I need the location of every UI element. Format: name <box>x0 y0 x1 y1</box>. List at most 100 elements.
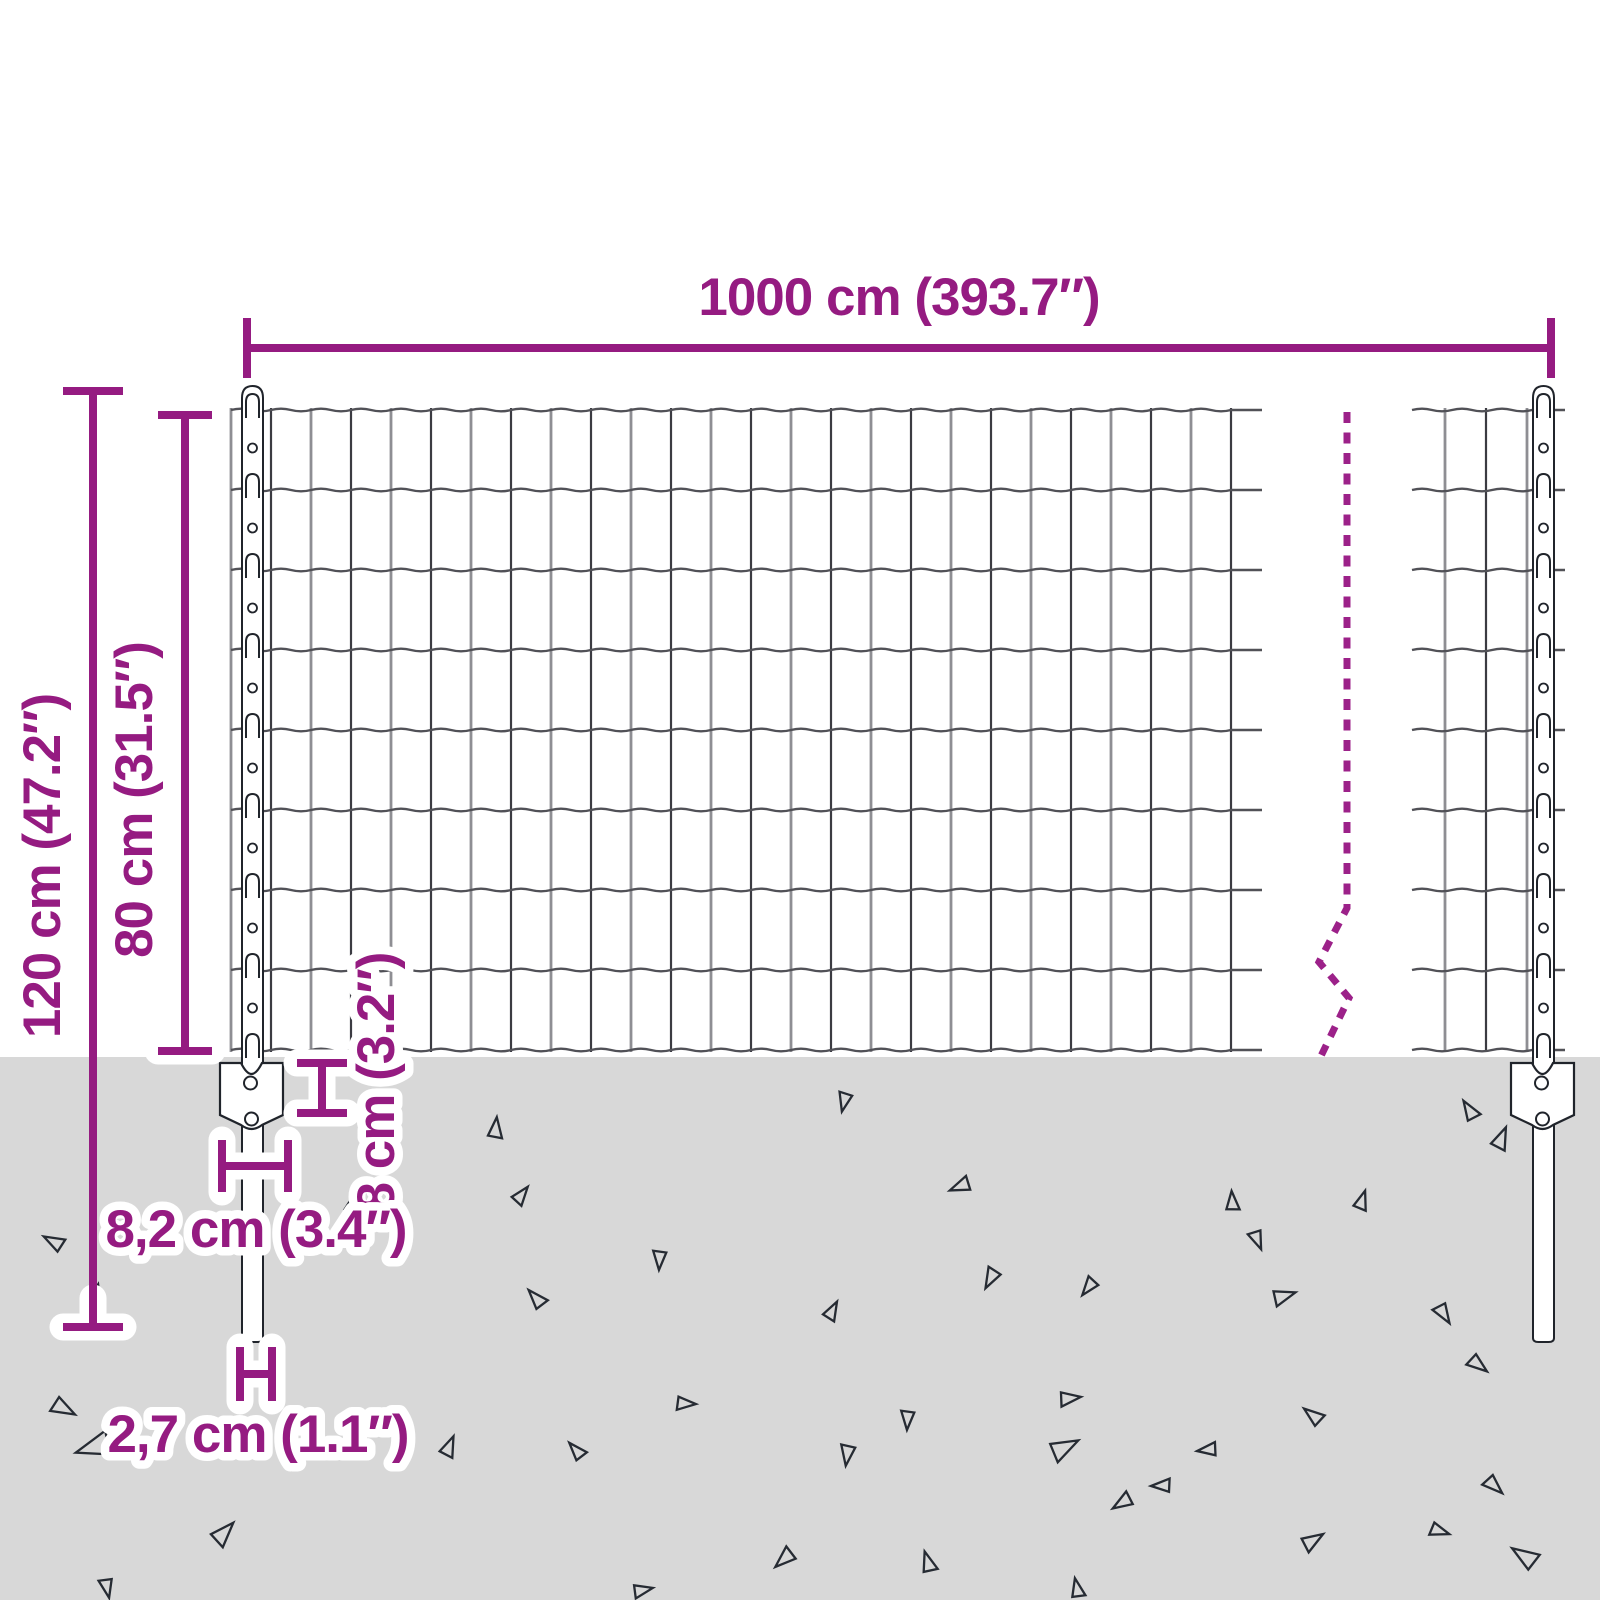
width-dimension-label: 1000 cm (393.7″) <box>698 268 1099 327</box>
anchor-plate-hole <box>1534 1075 1549 1091</box>
post-wire-hook <box>245 632 260 658</box>
mesh-horizontal-wire <box>230 807 1262 813</box>
anchor-depth-dimension-label: 8 cm (3.2″) <box>347 953 406 1212</box>
dimension-labels: 1000 cm (393.7″) 120 cm (47.2″) 80 cm (3… <box>13 268 1101 1473</box>
mesh-horizontal-wire <box>1411 567 1565 573</box>
post-hole <box>247 1002 258 1014</box>
fence-mesh-right-panel <box>1411 407 1565 1053</box>
anchor-plate-hole <box>244 1111 259 1127</box>
ground-texture-triangle <box>1147 1476 1171 1494</box>
ground-texture-triangle <box>290 1453 302 1472</box>
fence-mesh-main-panel <box>229 407 1262 1053</box>
anchor-width-dim-marker <box>218 1140 292 1192</box>
post-wire-hook <box>1536 552 1551 578</box>
ground-texture-triangle <box>1461 1097 1483 1123</box>
ground-texture-triangle <box>486 1113 504 1140</box>
ground-texture-triangle <box>1351 1187 1367 1213</box>
ground-texture-triangle <box>342 1193 356 1214</box>
ground-texture-triangle <box>1048 1438 1082 1465</box>
ground-texture-triangle <box>839 1442 857 1470</box>
dimension-markers <box>49 318 1555 1415</box>
post-wire-hook <box>1536 632 1551 658</box>
ground-texture-triangle <box>1301 1406 1327 1428</box>
ground-texture-triangle <box>946 1173 972 1192</box>
post-wire-hook <box>245 552 260 578</box>
width-dim-line <box>243 318 1555 378</box>
break-line-path <box>1314 412 1354 1058</box>
post-wire-hook <box>245 712 260 738</box>
ground-texture-triangle <box>675 1395 700 1412</box>
ground-texture-triangle <box>509 1184 530 1208</box>
post-hole <box>247 522 258 534</box>
ground-texture-triangle <box>1193 1440 1217 1457</box>
ground-texture-triangle <box>1427 1520 1453 1536</box>
anchor-plate-width-dimension-label: 8,2 cm (3.4″) <box>105 1200 406 1259</box>
mesh-horizontal-wire <box>230 887 1262 893</box>
ground-texture-triangle <box>1430 1301 1452 1327</box>
mesh-horizontal-wire <box>230 967 1262 973</box>
ground-texture-triangle <box>838 1090 854 1115</box>
ground-texture-triangle <box>1245 1228 1263 1253</box>
mesh-horizontal-wire <box>230 567 1262 573</box>
post-hole <box>247 762 258 774</box>
ground-texture-triangle <box>821 1298 839 1324</box>
post-wire-hook <box>245 792 260 818</box>
ground-texture-triangle <box>567 1440 590 1463</box>
mesh-horizontal-wire <box>230 647 1262 653</box>
ground-texture-triangle <box>1509 1546 1542 1572</box>
ground-texture-triangle <box>96 1577 114 1600</box>
post-wire-hook <box>245 952 260 978</box>
post-hole <box>1538 522 1549 534</box>
fence-post-right <box>1509 384 1576 1343</box>
post-anchor-plate <box>218 1061 285 1131</box>
post-wire-hook <box>1536 792 1551 818</box>
ground-texture-triangle <box>1299 1532 1327 1555</box>
mesh-horizontal-wire <box>1411 1047 1565 1053</box>
post-wire-hook <box>245 392 260 418</box>
total-height-dim-foot <box>63 1298 123 1331</box>
post-wire-hook <box>1536 392 1551 418</box>
mesh-horizontal-wire <box>1411 647 1565 653</box>
ground-texture-triangle <box>1109 1489 1135 1511</box>
ground-texture-triangle <box>1059 1390 1085 1409</box>
ground-texture-triangle <box>1080 1274 1101 1298</box>
post-wire-hook <box>1536 952 1551 978</box>
anchor-plate-hole <box>243 1075 258 1091</box>
mesh-height-dim-foot <box>158 1028 212 1055</box>
mesh-horizontal-wire <box>1411 967 1565 973</box>
ground-texture-triangle <box>1480 1473 1505 1496</box>
ground-texture-triangle <box>1464 1352 1490 1374</box>
total-height-dimension-label: 120 cm (47.2″) <box>13 694 72 1038</box>
ground-texture-triangle <box>209 1520 236 1550</box>
post-hole <box>1538 842 1549 854</box>
fence-post-left <box>218 384 285 1343</box>
anchor-plate-hole <box>1535 1111 1550 1127</box>
ground-texture-triangle <box>437 1433 455 1460</box>
post-wire-hook <box>245 872 260 898</box>
ground-texture-triangle <box>526 1287 550 1311</box>
mesh-height-dim-line <box>158 411 212 1051</box>
mesh-horizontal-wire <box>230 407 1262 413</box>
ground-soil-area <box>0 1057 1600 1600</box>
post-wire-hook <box>245 1032 260 1058</box>
post-hole <box>247 602 258 614</box>
post-hole <box>1538 1002 1549 1014</box>
ground-texture-triangle <box>899 1409 916 1434</box>
post-hole <box>247 682 258 694</box>
post-wire-hook <box>1536 872 1551 898</box>
ground-texture-triangle <box>1224 1187 1242 1211</box>
mesh-horizontal-wire <box>230 487 1262 493</box>
anchor-depth-dim-marker <box>297 1059 347 1117</box>
post-wire-hook <box>1536 712 1551 738</box>
post-wire-hook <box>1536 472 1551 498</box>
post-hole <box>1538 442 1549 454</box>
post-hole <box>247 442 258 454</box>
post-diameter-dimension-label: 2,7 cm (1.1″) <box>107 1405 408 1464</box>
ground-texture-triangle <box>922 1548 940 1574</box>
mesh-horizontal-wire <box>1411 487 1565 493</box>
ground-texture-triangles <box>40 1090 1542 1600</box>
post-wire-hook <box>1536 1032 1551 1058</box>
post-hole <box>247 922 258 934</box>
ground-texture-triangle <box>1272 1290 1299 1309</box>
